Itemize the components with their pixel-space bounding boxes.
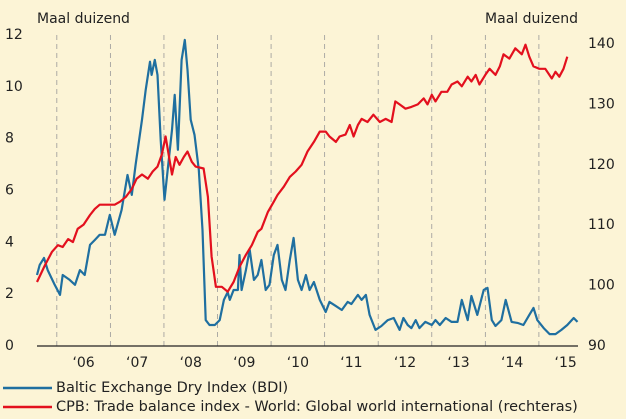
x-tick-label: ‘07: [126, 355, 148, 371]
y-tick-label: 8: [5, 131, 14, 147]
y2-tick-label: 120: [588, 157, 615, 173]
y-axis-label: Maal duizend: [37, 11, 130, 27]
x-tick-label: ‘09: [233, 355, 255, 371]
data-line: [35, 38, 579, 336]
y2-tick-label: 130: [588, 96, 615, 112]
x-tick-label: ‘15: [555, 355, 577, 371]
x-tick-label: ‘06: [72, 355, 94, 371]
y2-tick-label: 100: [588, 278, 615, 294]
x-tick-label: ‘11: [340, 355, 362, 371]
y-tick-label: 4: [5, 234, 14, 250]
y-tick-label: 2: [5, 286, 14, 302]
data-line: [36, 43, 569, 293]
y-tick-label: 10: [5, 79, 23, 95]
x-tick-label: ‘13: [447, 355, 469, 371]
y-tick-label: 6: [5, 183, 14, 199]
x-tick-label: ‘08: [180, 355, 202, 371]
x-tick-label: ‘14: [501, 355, 523, 371]
legend-label: Baltic Exchange Dry Index (BDI): [56, 380, 288, 396]
y2-tick-label: 140: [588, 36, 615, 52]
y2-tick-label: 90: [588, 338, 606, 354]
y2-axis-label: Maal duizend: [485, 11, 578, 27]
x-tick-label: ‘12: [394, 355, 416, 371]
legend-label: CPB: Trade balance index - World: Global…: [56, 399, 578, 415]
y-tick-label: 12: [5, 27, 23, 43]
y-tick-label: 0: [5, 338, 14, 354]
y2-tick-label: 110: [588, 217, 615, 233]
x-tick-label: ‘10: [287, 355, 309, 371]
